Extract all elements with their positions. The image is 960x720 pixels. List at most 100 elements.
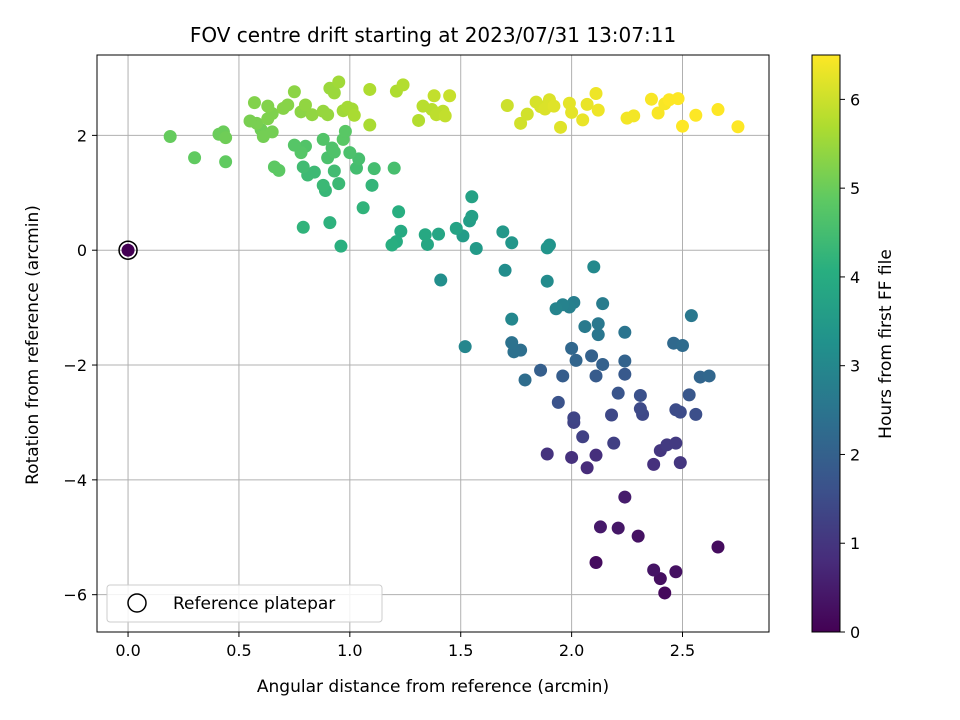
data-point <box>347 108 361 122</box>
data-point <box>323 216 337 230</box>
chart-title: FOV centre drift starting at 2023/07/31 … <box>190 23 676 47</box>
data-point <box>585 349 599 363</box>
data-point <box>618 367 632 381</box>
data-point <box>689 108 703 122</box>
data-point <box>338 124 352 138</box>
data-point <box>669 436 683 450</box>
data-point <box>321 108 335 122</box>
data-point <box>587 260 601 274</box>
data-point <box>325 141 339 155</box>
data-point <box>367 162 381 176</box>
data-point <box>673 456 687 470</box>
data-point <box>711 103 725 117</box>
colorbar-tick-label: 3 <box>850 357 860 376</box>
data-point <box>676 119 690 133</box>
data-point <box>438 109 452 123</box>
data-point <box>316 178 330 192</box>
data-point <box>418 228 432 242</box>
data-point <box>551 395 565 409</box>
data-point <box>676 339 690 353</box>
colorbar-tick-label: 4 <box>850 268 860 287</box>
data-point <box>611 386 625 400</box>
colorbar-tick-label: 0 <box>850 623 860 642</box>
data-point <box>633 388 647 402</box>
data-point <box>731 120 745 134</box>
data-point <box>392 205 406 219</box>
data-point <box>412 113 426 127</box>
data-point <box>647 563 661 577</box>
data-point <box>644 92 658 106</box>
data-point <box>591 328 605 342</box>
data-point <box>549 302 563 316</box>
data-point <box>396 78 410 92</box>
data-point <box>281 98 295 112</box>
data-point <box>576 113 590 127</box>
data-point <box>469 241 483 255</box>
y-axis-label: Rotation from reference (arcmin) <box>23 205 43 485</box>
data-point <box>580 461 594 475</box>
y-tick-label: −6 <box>63 586 87 605</box>
data-point <box>514 116 528 130</box>
data-point <box>332 177 346 191</box>
legend: Reference platepar <box>106 584 383 623</box>
colorbar-tick-label: 1 <box>850 534 860 553</box>
data-point <box>267 160 281 174</box>
y-axis: −6 −4 −2 0 2 <box>63 126 97 605</box>
data-point <box>465 209 479 223</box>
data-point <box>498 263 512 277</box>
data-point <box>505 312 519 326</box>
plot-frame <box>96 54 770 633</box>
data-point <box>669 565 683 579</box>
data-point <box>287 138 301 152</box>
data-point <box>631 529 645 543</box>
data-point <box>589 556 603 570</box>
data-point <box>591 317 605 331</box>
data-point <box>565 341 579 355</box>
data-point <box>261 99 275 113</box>
data-point <box>567 411 581 425</box>
data-point <box>576 430 590 444</box>
legend-label-reference: Reference platepar <box>173 594 335 614</box>
data-point <box>589 369 603 383</box>
data-point <box>540 241 554 255</box>
data-point <box>334 239 348 253</box>
data-point <box>671 92 685 106</box>
data-point <box>711 540 725 554</box>
data-point <box>465 190 479 204</box>
data-point <box>343 146 357 160</box>
data-point <box>565 450 579 464</box>
data-point <box>633 402 647 416</box>
data-point <box>596 297 610 311</box>
data-points <box>118 75 745 600</box>
colorbar-tick-label: 2 <box>850 445 860 464</box>
data-point <box>554 120 568 134</box>
data-point <box>243 114 257 128</box>
colorbar-tick-label: 5 <box>850 179 860 198</box>
y-tick-label: −4 <box>63 471 87 490</box>
data-point <box>296 220 310 234</box>
data-point <box>327 86 341 100</box>
legend-box <box>106 584 383 623</box>
data-point <box>682 388 696 402</box>
data-point <box>651 106 665 120</box>
data-point <box>540 274 554 288</box>
data-point <box>534 363 548 377</box>
x-axis: 0.0 0.5 1.0 1.5 2.0 2.5 <box>115 632 695 660</box>
x-tick-label: 2.0 <box>559 641 584 660</box>
data-point <box>305 108 319 122</box>
y-tick-label: −2 <box>63 356 87 375</box>
y-tick-label: 2 <box>77 126 87 145</box>
data-point <box>540 447 554 461</box>
data-point <box>327 164 341 178</box>
data-point <box>684 309 698 323</box>
data-point <box>565 105 579 119</box>
x-tick-label: 0.5 <box>226 641 251 660</box>
colorbar-label: Hours from first FF file <box>876 249 896 439</box>
x-tick-label: 1.5 <box>448 641 473 660</box>
data-point <box>627 109 641 123</box>
data-point <box>578 320 592 334</box>
y-tick-label: 0 <box>77 241 87 260</box>
data-point <box>296 160 310 174</box>
x-tick-label: 0.0 <box>115 641 140 660</box>
